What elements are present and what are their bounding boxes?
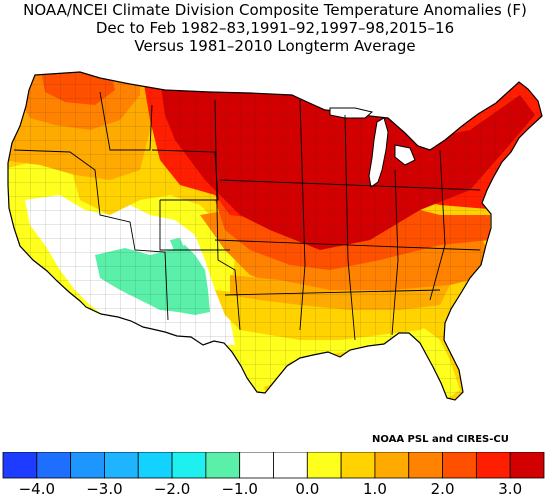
- colorbar-swatch-7: [239, 452, 274, 479]
- colorbar-swatch-12: [408, 452, 443, 479]
- boundary-plains: [214, 99, 241, 331]
- colorbar-swatch-1: [36, 452, 72, 479]
- colorbar-tick-label: 2.0: [430, 480, 455, 498]
- data-credit: NOAA PSL and CIRES-CU: [372, 434, 509, 445]
- colorbar-swatch-8: [273, 452, 308, 479]
- boundary-mississippi: [344, 114, 356, 341]
- colorbar-tick-label: −3.0: [86, 480, 123, 498]
- lake-huron: [394, 144, 416, 166]
- lake-superior: [329, 107, 374, 119]
- boundary-west: [13, 149, 169, 321]
- boundary-idaho: [99, 91, 153, 151]
- colorbar-tick-label: −4.0: [18, 480, 56, 498]
- colorbar-swatch-2: [70, 452, 105, 479]
- title-line-1: NOAA/NCEI Climate Division Composite Tem…: [23, 1, 527, 19]
- boundary-latitude-1: [219, 179, 481, 191]
- boundary-appalachian: [429, 149, 446, 301]
- colorbar-swatch-9: [306, 452, 342, 479]
- boundary-ohio: [391, 169, 399, 336]
- colorbar-tick-label: −1.0: [221, 480, 258, 498]
- colorbar-swatch-10: [340, 452, 376, 479]
- colorbar-tick-label: −2.0: [153, 480, 191, 498]
- boundary-latitude-2: [214, 239, 481, 251]
- title-line-2: Dec to Feb 1982–83,1991–92,1997–98,2015–…: [95, 19, 455, 37]
- lake-michigan: [368, 117, 389, 188]
- boundary-colorado: [159, 200, 230, 251]
- us-anomaly-map: [7, 71, 543, 401]
- colorbar-swatch-6: [205, 452, 241, 479]
- climate-division-grid: [8, 72, 542, 400]
- colorbar-swatch-0: [2, 452, 38, 479]
- colorbar-tick-label: 1.0: [363, 480, 387, 498]
- colorbar-tick-label: 3.0: [498, 480, 523, 498]
- colorbar-swatch-13: [442, 452, 477, 479]
- boundary-latitude-3: [224, 289, 441, 296]
- boundary-central: [299, 99, 306, 331]
- colorbar-swatch-14: [475, 452, 511, 479]
- colorbar-swatch-4: [137, 452, 173, 479]
- colorbar-swatch-3: [104, 452, 139, 479]
- title-line-3: Versus 1981–2010 Longterm Average: [134, 37, 416, 55]
- colorbar-swatch-15: [509, 452, 545, 479]
- colorbar-swatch-5: [171, 452, 207, 479]
- colorbar: [2, 452, 545, 479]
- colorbar-tick-label: 0.0: [295, 480, 320, 498]
- anomaly-fill-layer: [8, 72, 542, 400]
- state-boundaries: [13, 91, 481, 341]
- colorbar-swatch-11: [374, 452, 410, 479]
